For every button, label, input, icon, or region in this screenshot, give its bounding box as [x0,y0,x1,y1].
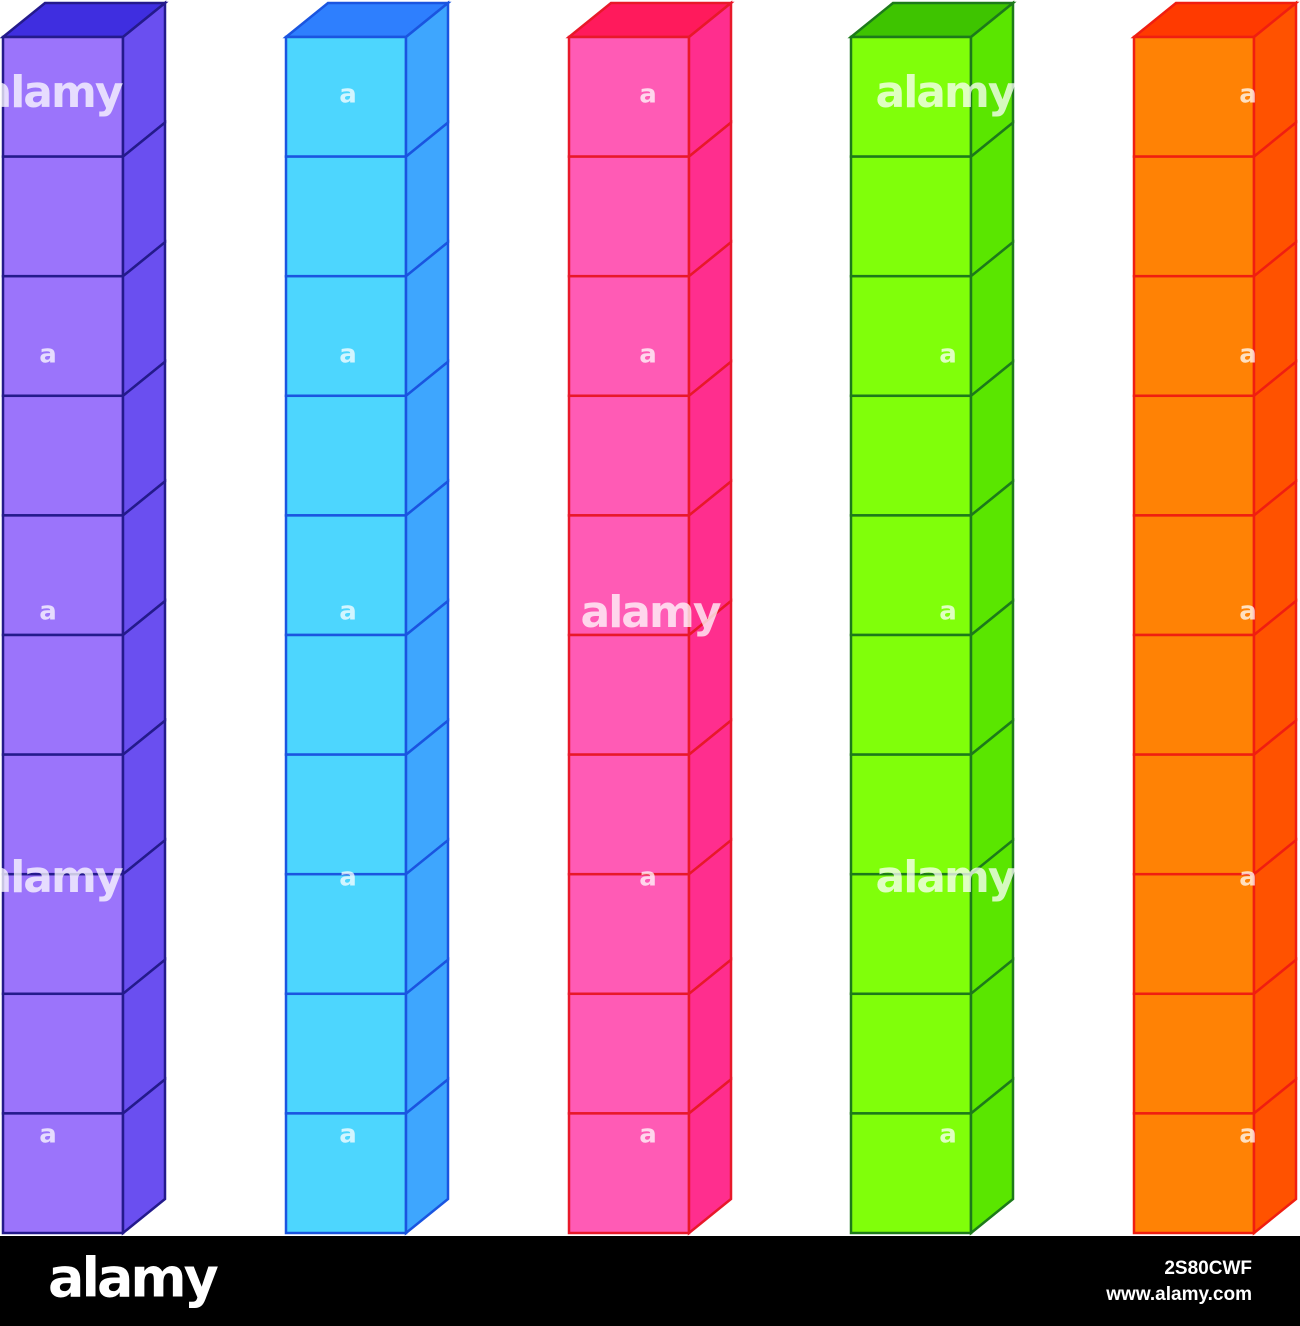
watermark: alamy [876,67,1016,118]
cube-front [1,274,125,398]
watermark-mark: a [339,80,357,110]
cube-front [284,274,408,398]
watermark-mark: a [939,1120,957,1150]
cube-front [567,992,691,1115]
image-id: 2S80CWF [1164,1258,1252,1279]
cube-front [1132,872,1256,996]
cube-front [1132,753,1256,876]
watermark-mark: a [1239,863,1257,893]
cube-front [284,155,408,278]
watermark-mark: a [1239,597,1257,627]
footer-url: www.alamy.com [1105,1284,1252,1305]
watermark-mark: a [639,1120,657,1150]
watermark-mark: a [1239,1120,1257,1150]
watermark-mark: a [939,340,957,370]
cube-front [284,394,408,517]
cube-front [849,992,973,1115]
watermark-mark: a [39,597,57,627]
watermark-mark: a [339,863,357,893]
cube-front [567,394,691,517]
cube-side [121,1076,167,1236]
cube-front [567,872,691,996]
cube-front [849,1112,973,1235]
cube-front [1132,514,1256,637]
cube-front [567,753,691,876]
watermark-mark: a [1239,80,1257,110]
watermark-mark: a [1239,340,1257,370]
tower [0,0,169,1236]
cube-front [1132,1112,1256,1235]
cube-front [1,753,125,876]
cube-front [849,274,973,398]
cube-front [567,35,691,158]
tower [1130,0,1300,1236]
tower [565,0,735,1236]
towers [0,0,1300,1236]
cube-front [1132,992,1256,1115]
cube-front [1132,155,1256,278]
cube-front [567,155,691,278]
cube-front [1,633,125,756]
cube-front [1,992,125,1115]
cube-front [1,155,125,278]
cube-front [849,633,973,756]
watermark-mark: a [339,340,357,370]
cube-front [567,633,691,756]
cube-front [1,514,125,637]
watermark-mark: a [339,597,357,627]
watermarks: alamy alamy alamy alamy alamy a a a a a a a a a a a a a a a… [0,67,1257,1150]
footer-logo: alamy [48,1247,219,1310]
cube-front [849,155,973,278]
watermark-mark: a [639,863,657,893]
cube-front [1132,633,1256,756]
watermark-mark: a [939,597,957,627]
cube-front [849,394,973,517]
cube-front [284,514,408,637]
watermark-mark: a [39,340,57,370]
tower [282,0,452,1236]
watermark: alamy [581,587,721,638]
cube-front [1,394,125,517]
cube-front [1132,394,1256,517]
cube-front [284,35,408,158]
watermark: alamy [876,852,1016,903]
cube-front [284,992,408,1115]
cube-front [567,1112,691,1235]
cube-front [284,1112,408,1235]
cube-front [284,633,408,756]
cube-side [687,1076,733,1236]
cube-side [404,1076,450,1236]
cube-front [567,514,691,637]
watermark: alamy [0,852,123,903]
cube-front [1132,35,1256,158]
cube-front [567,274,691,398]
footer-bar [0,1236,1300,1326]
cube-front [1132,274,1256,398]
cube-front [1,1112,125,1235]
cube-front [284,753,408,876]
cube-side [1252,1076,1298,1236]
watermark: alamy [0,67,123,118]
cube-side [969,1076,1015,1236]
tower [847,0,1017,1236]
cube-front [1,35,125,158]
watermark-mark: a [639,340,657,370]
watermark-mark: a [39,1120,57,1150]
watermark-mark: a [639,80,657,110]
watermark-mark: a [339,1120,357,1150]
